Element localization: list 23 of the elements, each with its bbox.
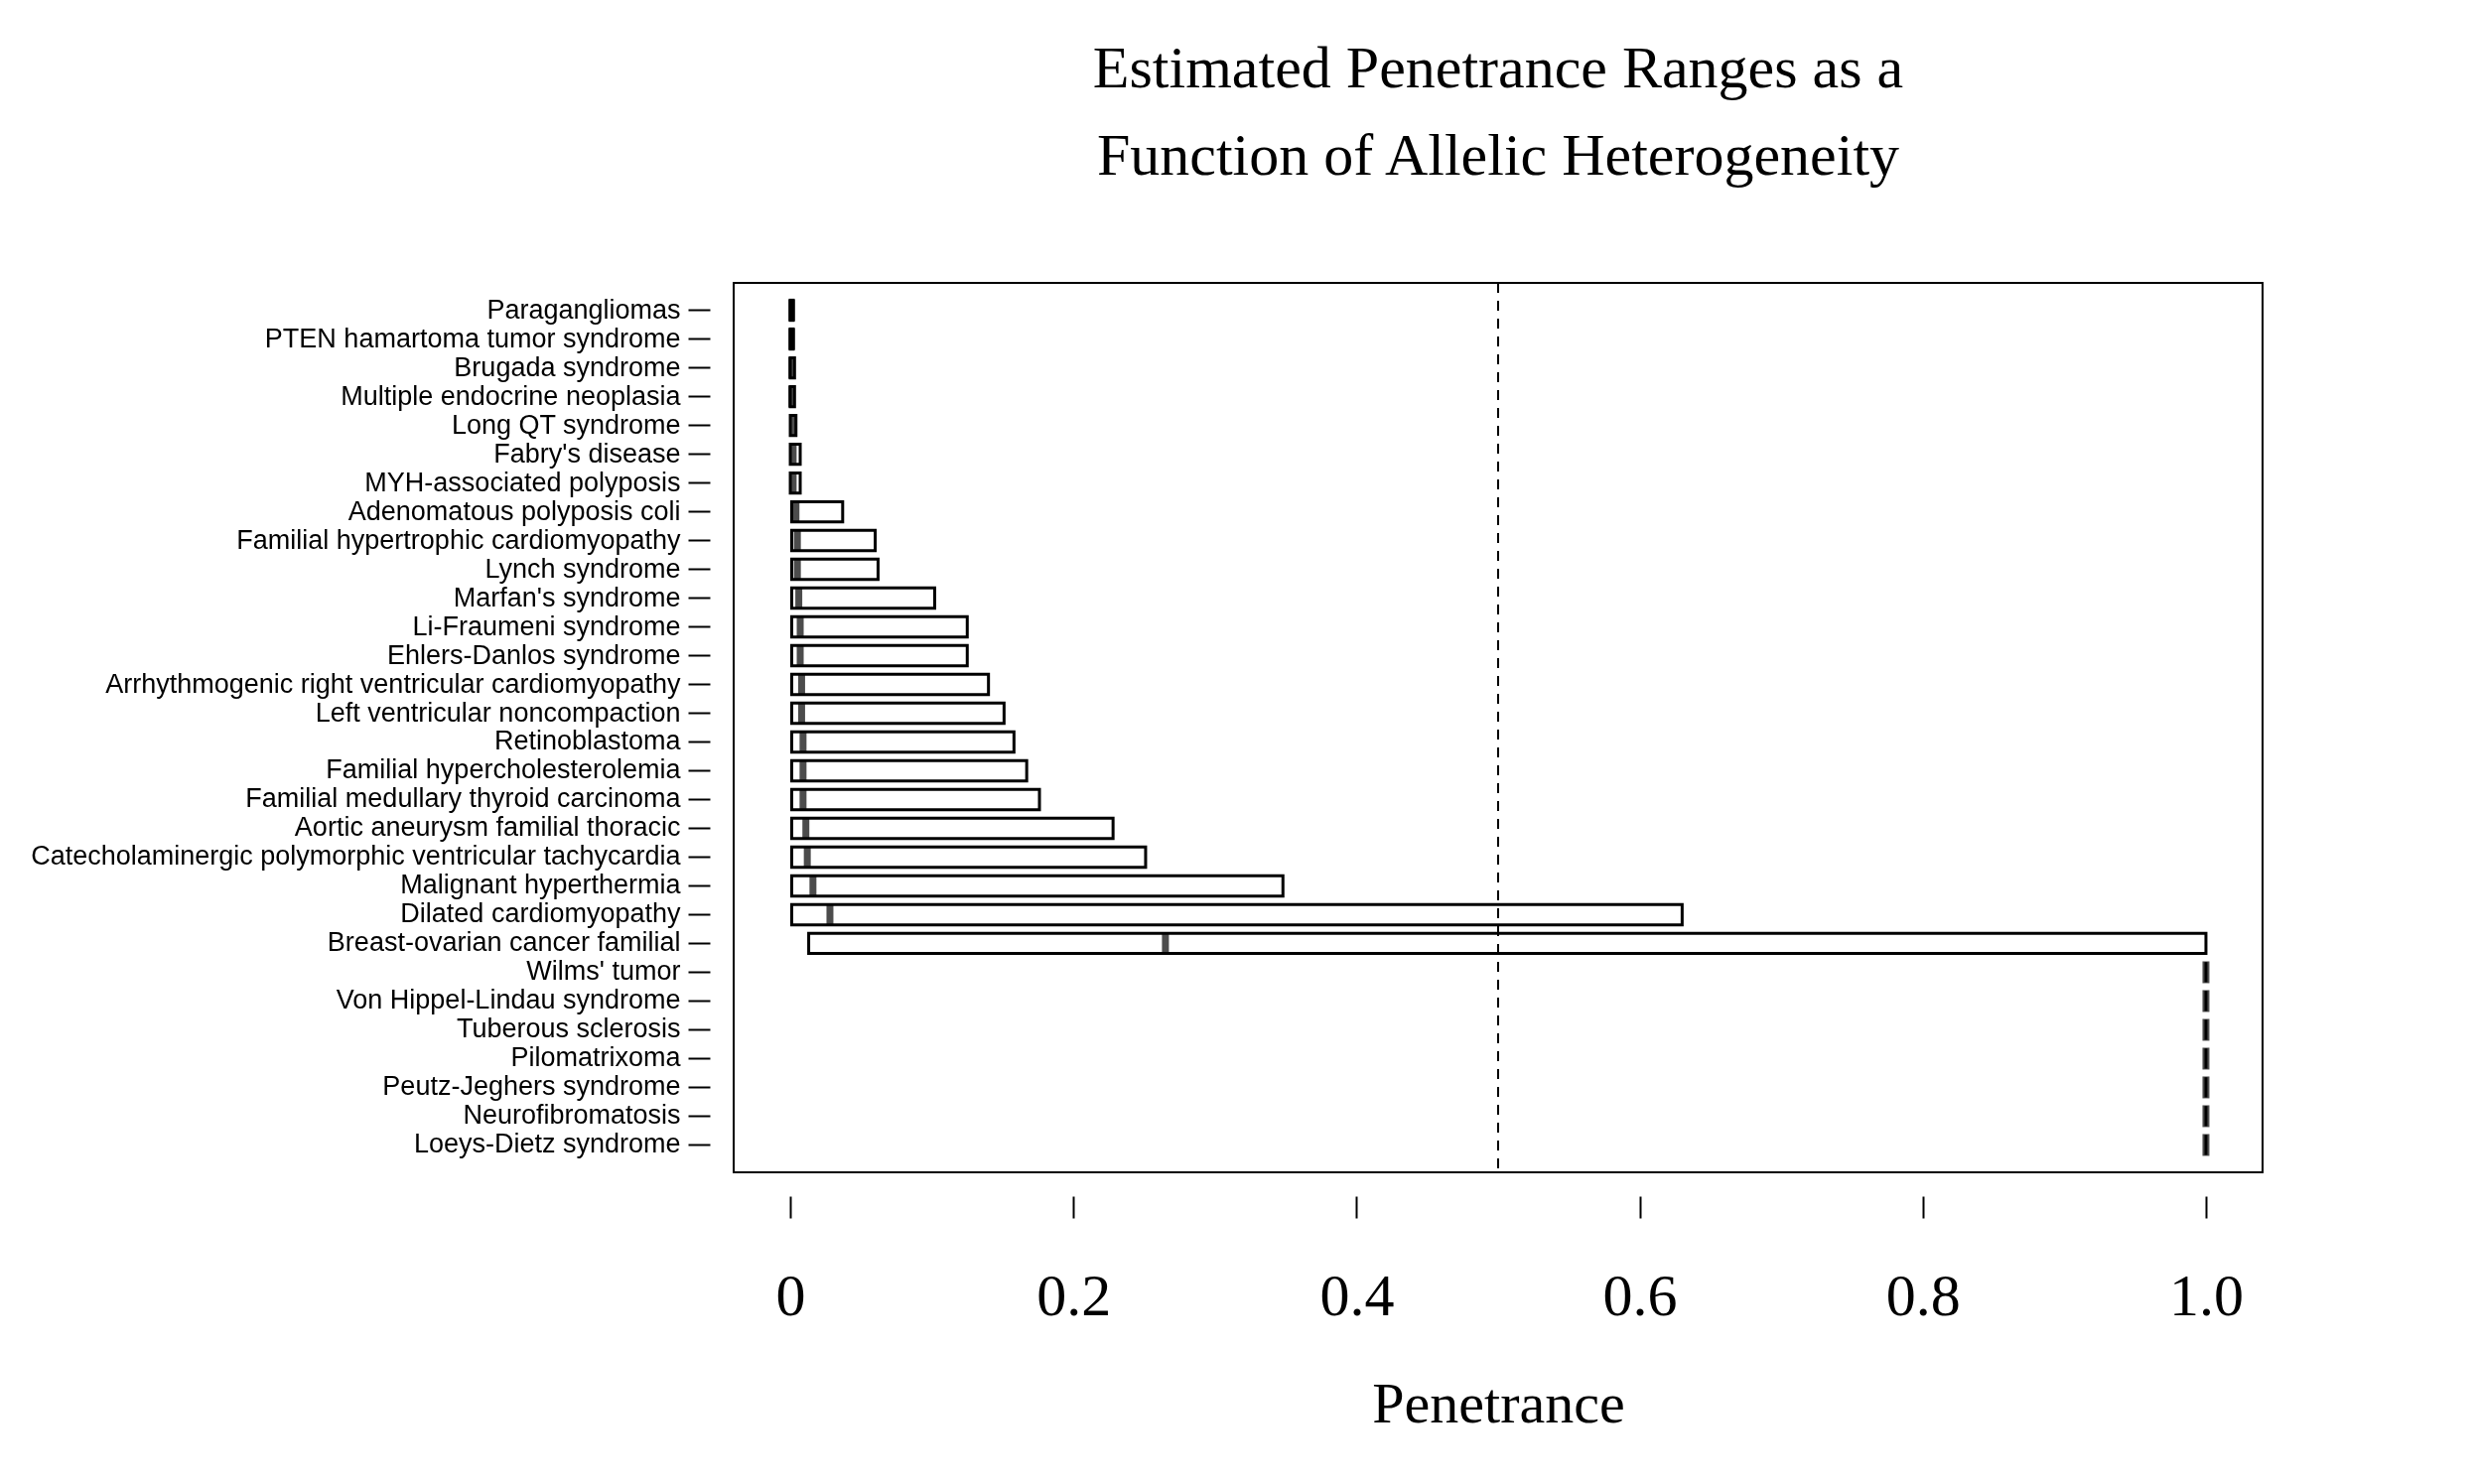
y-tick-label: Loeys-Dietz syndrome bbox=[413, 1129, 681, 1159]
x-tick-label: 0.6 bbox=[1602, 1262, 1678, 1328]
y-tick-label: Peutz-Jeghers syndrome bbox=[382, 1071, 681, 1102]
y-tick-label: Catecholaminergic polymorphic ventricular tachycardia bbox=[31, 841, 682, 872]
y-tick-label: Malignant hyperthermia bbox=[400, 870, 682, 900]
x-axis-title: Penetrance bbox=[1372, 1370, 1625, 1435]
y-tick-label: Breast-ovarian cancer familial bbox=[327, 927, 681, 958]
y-tick-label: Familial medullary thyroid carcinoma bbox=[245, 783, 682, 814]
x-tick-label: 0.2 bbox=[1036, 1262, 1112, 1328]
x-tick-label: 0.8 bbox=[1885, 1262, 1961, 1328]
x-tick-label: 0 bbox=[775, 1262, 806, 1328]
y-tick-label: Aortic aneurysm familial thoracic bbox=[294, 812, 681, 843]
chart-title: Estimated Penetrance Ranges as a Function of Allelic Heterogeneity bbox=[1092, 35, 1904, 188]
x-tick-label: 1.0 bbox=[2168, 1262, 2244, 1328]
y-tick-label: Pilomatrixoma bbox=[510, 1042, 682, 1073]
y-tick-label: Tuberous sclerosis bbox=[456, 1013, 681, 1044]
y-tick-label: Paragangliomas bbox=[486, 294, 681, 325]
y-tick-label: Wilms' tumor bbox=[526, 956, 681, 987]
y-tick-label: Von Hippel-Lindau syndrome bbox=[336, 985, 681, 1015]
y-tick-label: Dilated cardiomyopathy bbox=[400, 898, 681, 929]
y-tick-label: Familial hypercholesterolemia bbox=[326, 754, 682, 785]
y-tick-label: Neurofibromatosis bbox=[463, 1100, 681, 1131]
x-tick-label: 0.4 bbox=[1319, 1262, 1395, 1328]
